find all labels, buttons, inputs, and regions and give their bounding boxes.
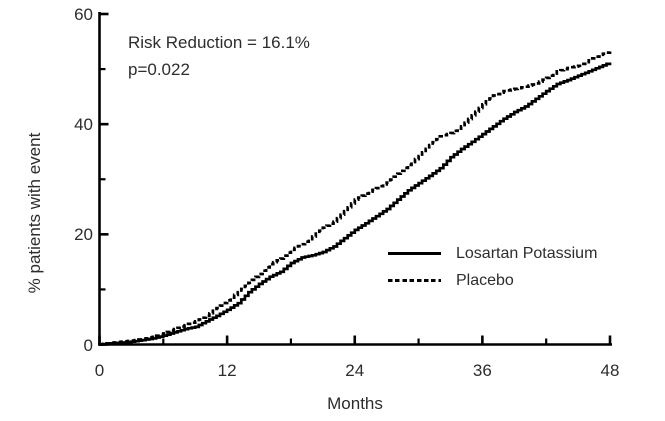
legend-item-losartan: Losartan Potassium xyxy=(388,240,597,267)
y-axis-label: % patients with event xyxy=(25,132,44,294)
y-tick-label: 0 xyxy=(83,335,93,355)
y-tick-label: 20 xyxy=(74,225,93,245)
x-tick-label: 36 xyxy=(472,361,492,380)
solid-line-sample-icon xyxy=(388,252,441,255)
series-losartan-potassium xyxy=(99,62,612,346)
x-tick-label: 12 xyxy=(217,361,237,380)
y-tick-label: 60 xyxy=(74,5,93,24)
legend-item-label: Losartan Potassium xyxy=(456,244,598,262)
y-tick-label: 40 xyxy=(74,115,93,135)
x-tick-label: 0 xyxy=(94,361,105,380)
dashed-line-sample-icon xyxy=(388,279,441,282)
legend-item-placebo: Placebo xyxy=(388,267,597,294)
legend-item-label: Placebo xyxy=(456,271,514,289)
legend: Losartan Potassium Placebo xyxy=(388,240,597,294)
series-placebo xyxy=(99,51,612,346)
x-tick-label: 24 xyxy=(345,361,365,380)
annotation-p-value: p=0.022 xyxy=(128,60,190,79)
x-tick-label: 48 xyxy=(600,361,620,380)
annotation-risk-reduction: Risk Reduction = 16.1% xyxy=(128,33,310,52)
x-axis-label: Months xyxy=(327,394,383,413)
